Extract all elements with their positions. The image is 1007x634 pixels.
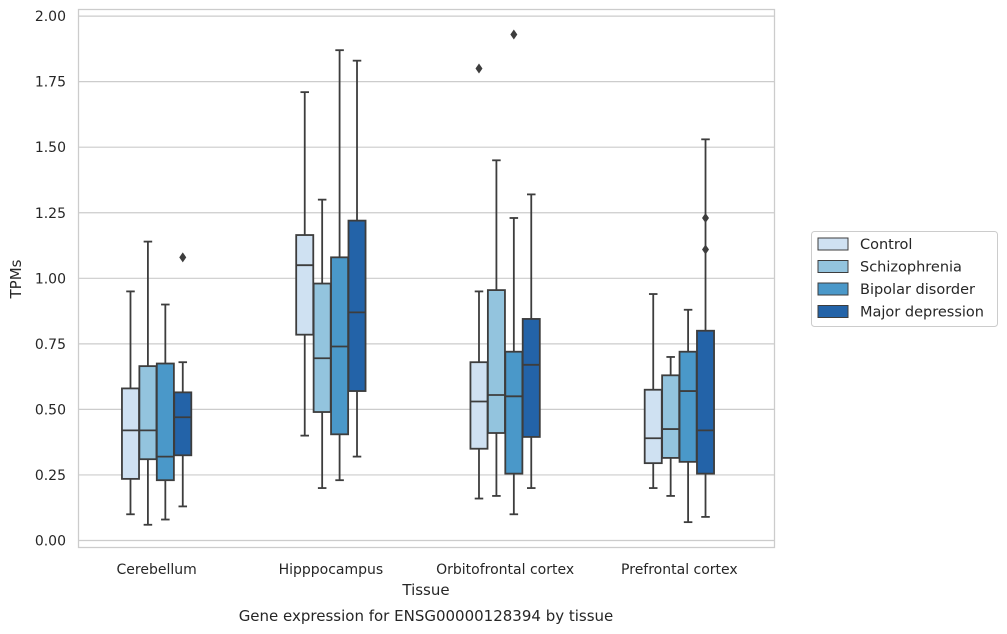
legend-label: Control <box>860 237 912 253</box>
y-tick-label: 1.75 <box>35 75 66 91</box>
legend-swatch <box>817 282 849 296</box>
chart-caption: Gene expression for ENSG00000128394 by t… <box>239 607 614 625</box>
box <box>312 198 332 489</box>
box-iqr <box>661 374 681 459</box>
x-tick-label: Hipppocampus <box>279 562 384 578</box>
x-tick-label: Cerebellum <box>117 562 197 578</box>
y-tick-label: 2.00 <box>35 9 66 25</box>
box-iqr <box>678 350 698 463</box>
box-iqr <box>643 388 663 465</box>
box <box>469 63 489 500</box>
y-tick-label: 1.00 <box>35 271 66 287</box>
legend-swatch <box>817 305 849 318</box>
legend-label: Major depression <box>860 305 984 321</box>
x-tick-label: Orbitofrontal cortex <box>436 562 574 578</box>
box <box>121 290 140 516</box>
box-iqr <box>347 219 367 392</box>
x-tick-label: Prefrontal cortex <box>621 562 738 578</box>
outlier-marker <box>475 63 483 74</box>
box <box>521 193 541 489</box>
box-plot-series <box>121 29 715 526</box>
box <box>330 49 350 482</box>
box-iqr <box>173 391 193 457</box>
x-axis-ticks: Cerebellum Hipppocampus Orbitofrontal cort… <box>117 562 738 578</box>
box-iqr <box>295 234 315 336</box>
box <box>678 308 698 524</box>
legend: Control Schizophrenia Bipolar disorder Majo… <box>811 231 998 327</box>
legend-swatch <box>817 260 849 273</box>
box-iqr <box>521 318 541 438</box>
x-axis-label: Tissue <box>401 581 449 599</box>
box <box>696 138 715 518</box>
y-tick-label: 1.25 <box>35 206 66 222</box>
legend-label: Bipolar disorder <box>860 282 975 298</box>
box <box>173 252 193 508</box>
y-tick-label: 0.75 <box>35 337 66 353</box>
plot-frame <box>77 8 776 549</box>
y-axis-label: TPMs <box>7 259 25 299</box>
box <box>295 91 315 437</box>
box <box>643 293 663 489</box>
y-tick-label: 1.50 <box>35 140 66 156</box>
box <box>138 240 158 526</box>
outlier-marker <box>702 244 710 255</box>
box-iqr <box>155 362 175 482</box>
outlier-marker <box>702 212 710 223</box>
legend-frame <box>811 231 998 327</box>
box-iqr <box>469 361 489 450</box>
box-iqr <box>121 387 140 480</box>
y-tick-label: 0.50 <box>35 402 66 418</box>
y-tick-label: 0.25 <box>35 468 66 484</box>
box-iqr <box>138 365 158 461</box>
outlier-marker <box>510 29 518 40</box>
legend-swatch <box>817 237 849 251</box>
box-iqr <box>312 282 332 413</box>
box <box>347 59 367 458</box>
box <box>661 356 681 497</box>
box-iqr <box>696 329 715 475</box>
gridlines <box>78 15 775 542</box>
y-tick-label: 0.00 <box>35 534 66 550</box>
box <box>486 159 506 497</box>
outlier-marker <box>179 252 187 263</box>
box-iqr <box>486 289 506 434</box>
box <box>155 303 175 521</box>
box-iqr <box>504 350 524 475</box>
box <box>504 29 524 516</box>
y-axis-ticks: 0.00 0.25 0.50 0.75 1.00 1.25 1.50 1.75 2.00 <box>35 9 66 549</box>
legend-label: Schizophrenia <box>860 260 962 276</box>
